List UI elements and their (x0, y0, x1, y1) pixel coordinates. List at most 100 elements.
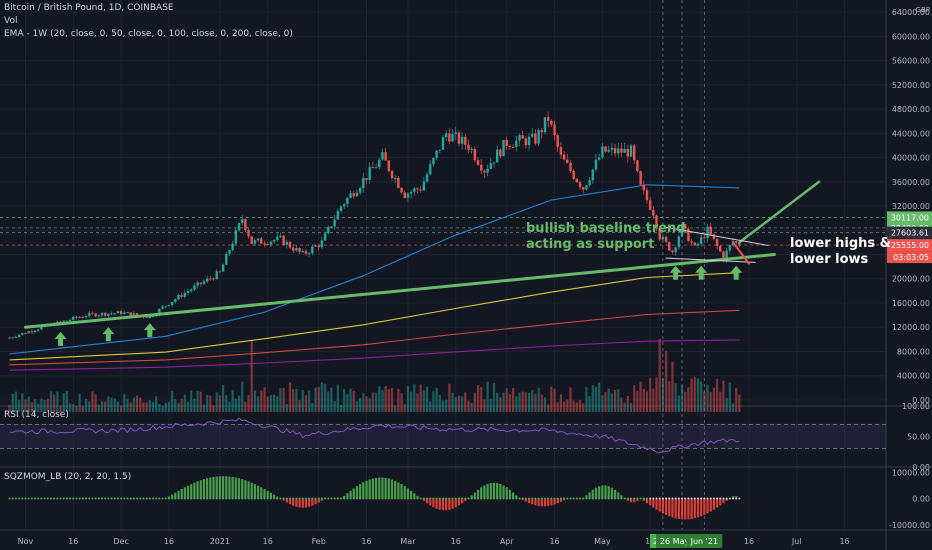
volume-bar (464, 392, 467, 412)
momentum-bar (700, 498, 703, 517)
candle-body (668, 241, 671, 251)
momentum-bar (180, 489, 183, 499)
momentum-bar (432, 498, 435, 508)
momentum-bar (285, 498, 288, 503)
candle-body (473, 149, 477, 161)
volume-bar (518, 392, 521, 412)
candle-body (553, 124, 556, 136)
volume-bar (387, 389, 390, 412)
momentum-bar (492, 482, 496, 499)
momentum-bar (693, 498, 696, 519)
candle-body (100, 312, 104, 316)
legend-rsi[interactable]: RSI (14, close) (4, 410, 69, 420)
momentum-bar (308, 498, 311, 507)
momentum-bar (196, 481, 199, 499)
momentum-bar (451, 498, 454, 509)
squeeze-dot (202, 497, 205, 500)
momentum-bar (690, 498, 693, 519)
candle-body (336, 211, 340, 220)
trendline-wedge-top (665, 226, 769, 246)
momentum-bar (543, 498, 547, 507)
price-tick-label: 48000.00 (892, 105, 930, 114)
volume-bar (260, 390, 263, 412)
squeeze-dot (594, 497, 597, 500)
volume-bar (671, 361, 674, 412)
candle-body (486, 168, 489, 173)
volume-bar (419, 384, 422, 412)
candle-body (655, 215, 658, 229)
candle-body (8, 337, 11, 339)
legend-sqzmom[interactable]: SQZMOM_LB (20, 2, 20, 1.5) (4, 472, 132, 482)
volume-bar (327, 391, 330, 412)
legend-ema[interactable]: EMA - 1W (20, close, 0, 50, close, 0, 10… (4, 29, 293, 39)
volume-bar (56, 391, 59, 412)
candle-body (330, 226, 333, 228)
squeeze-dot (65, 497, 68, 500)
squeeze-dot (199, 497, 202, 500)
squeeze-dot (215, 497, 218, 500)
candle-body (661, 236, 665, 240)
rsi-line (9, 417, 740, 454)
momentum-bar (604, 485, 607, 499)
squeeze-dot (400, 497, 403, 500)
squeeze-dot (512, 497, 515, 500)
candle-body (164, 305, 167, 307)
volume-bar (234, 398, 237, 412)
momentum-bar (221, 476, 225, 499)
candle-body (107, 313, 110, 316)
candle-body (323, 233, 327, 241)
momentum-bar (183, 487, 186, 499)
squeeze-dot (69, 497, 72, 500)
candle-body (272, 240, 276, 242)
squeeze-dot (617, 497, 620, 500)
volume-bar (454, 397, 457, 412)
squeeze-dot (196, 497, 199, 500)
squeeze-dot (467, 497, 470, 500)
legend-volume[interactable]: Vol (4, 16, 18, 26)
candle-body (664, 236, 668, 242)
momentum-bar (301, 498, 304, 508)
candle-body (374, 167, 378, 169)
candle-body (690, 241, 693, 243)
volume-bar (120, 405, 123, 412)
candle-body (585, 185, 588, 190)
price-tag-level: 30117.00 (887, 211, 932, 224)
volume-bar (221, 385, 225, 412)
volume-bar (190, 390, 193, 412)
momentum-bar (540, 498, 543, 507)
momentum-tick-label: -10000.00 (889, 521, 930, 530)
squeeze-dot (88, 497, 91, 500)
candle-body (658, 228, 661, 240)
squeeze-dot (49, 497, 52, 500)
candle-body (569, 162, 572, 171)
candle-body (492, 162, 496, 164)
volume-bar (104, 401, 107, 412)
momentum-bar (607, 486, 610, 499)
volume-bar (250, 340, 253, 412)
volume-bar (14, 391, 18, 412)
volume-bar (521, 391, 524, 412)
squeeze-dot (556, 497, 559, 500)
candle-body (256, 238, 260, 241)
squeeze-dot (53, 497, 56, 500)
candle-body (167, 305, 171, 307)
squeeze-dot (572, 497, 575, 500)
legend-symbol[interactable]: Bitcoin / British Pound, 1D, COINBASE (4, 3, 174, 13)
volume-bar (410, 391, 413, 412)
candle-body (588, 180, 591, 186)
momentum-bar (470, 495, 473, 499)
candle-body (499, 149, 502, 157)
squeeze-dot (371, 497, 374, 500)
momentum-bar (445, 498, 448, 511)
squeeze-dot (438, 497, 441, 500)
squeeze-dot (623, 497, 626, 500)
momentum-bar (311, 498, 314, 506)
squeeze-dot (14, 497, 17, 500)
squeeze-dot (610, 497, 613, 500)
price-tick-label: 56000.00 (892, 57, 930, 66)
momentum-bar (696, 498, 700, 518)
candle-body (225, 253, 228, 265)
volume-bar (355, 401, 359, 412)
volume-bar (492, 383, 496, 412)
candle-body (368, 166, 371, 180)
